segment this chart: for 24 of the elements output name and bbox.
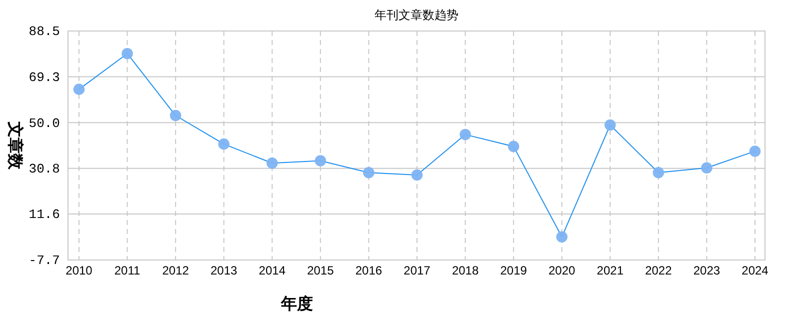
- x-tick-label: 2018: [452, 264, 479, 278]
- y-tick-label: 50.0: [28, 116, 60, 131]
- x-tick-label: 2022: [645, 264, 672, 278]
- x-tick-label: 2021: [596, 264, 624, 278]
- y-tick-label: 69.3: [28, 70, 60, 85]
- x-tick-label: 2024: [742, 264, 769, 278]
- chart-title: 年刊文章数趋势: [374, 8, 458, 22]
- x-tick-label: 2017: [404, 264, 431, 278]
- x-tick-label: 2015: [307, 264, 334, 278]
- x-tick-label: 2010: [66, 264, 93, 278]
- x-tick-label: 2019: [500, 264, 528, 278]
- y-tick-label: 88.5: [28, 24, 60, 40]
- x-tick-label: 2023: [693, 264, 720, 278]
- y-tick-label: -7.7: [28, 253, 60, 268]
- x-tick-label: 2012: [162, 264, 190, 278]
- x-tick-label: 2014: [258, 264, 286, 278]
- x-tick-label: 2013: [210, 264, 238, 278]
- y-tick-label: 30.8: [28, 162, 60, 177]
- x-tick-label: 2016: [355, 264, 382, 278]
- x-tick-label: 2011: [114, 264, 141, 278]
- y-axis-title: 文章数: [6, 120, 24, 170]
- y-tick-label: 11.6: [28, 207, 60, 222]
- x-axis-title: 年度: [280, 294, 313, 313]
- x-tick-label: 2020: [548, 264, 576, 278]
